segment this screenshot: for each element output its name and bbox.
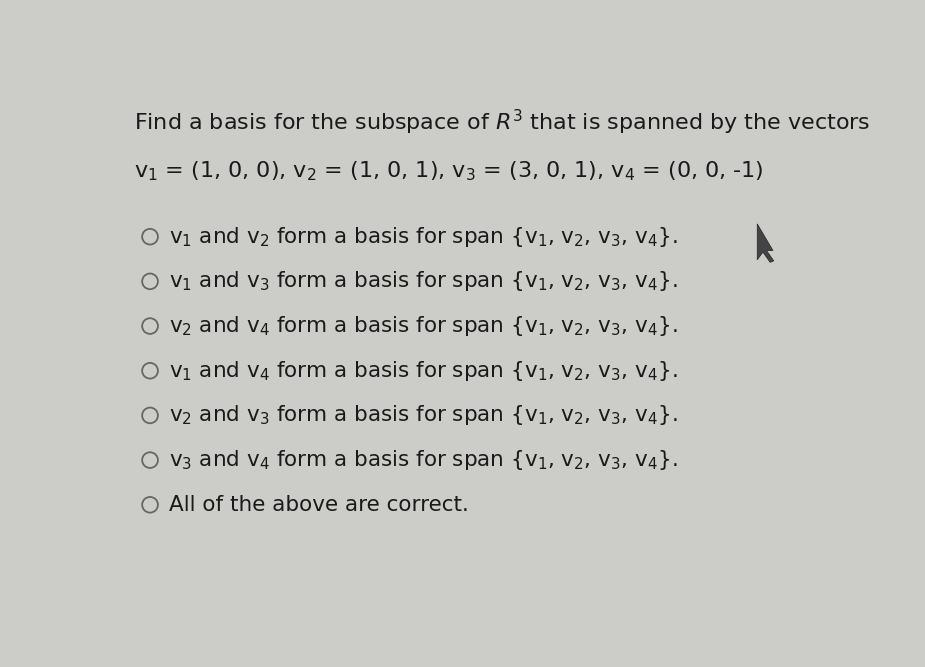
Text: v$_1$ = (1, 0, 0), v$_2$ = (1, 0, 1), v$_3$ = (3, 0, 1), v$_4$ = (0, 0, -1): v$_1$ = (1, 0, 0), v$_2$ = (1, 0, 1), v$… [133,159,763,183]
Text: All of the above are correct.: All of the above are correct. [169,495,469,515]
Text: v$_2$ and v$_3$ form a basis for span {v$_1$, v$_2$, v$_3$, v$_4$}.: v$_2$ and v$_3$ form a basis for span {v… [169,404,678,428]
Text: v$_1$ and v$_4$ form a basis for span {v$_1$, v$_2$, v$_3$, v$_4$}.: v$_1$ and v$_4$ form a basis for span {v… [169,359,678,383]
Polygon shape [758,224,773,262]
Text: Find a basis for the subspace of $R^3$ that is spanned by the vectors: Find a basis for the subspace of $R^3$ t… [133,108,870,137]
Text: v$_2$ and v$_4$ form a basis for span {v$_1$, v$_2$, v$_3$, v$_4$}.: v$_2$ and v$_4$ form a basis for span {v… [169,314,678,338]
Text: v$_1$ and v$_3$ form a basis for span {v$_1$, v$_2$, v$_3$, v$_4$}.: v$_1$ and v$_3$ form a basis for span {v… [169,269,678,293]
Text: v$_1$ and v$_2$ form a basis for span {v$_1$, v$_2$, v$_3$, v$_4$}.: v$_1$ and v$_2$ form a basis for span {v… [169,225,678,249]
Text: v$_3$ and v$_4$ form a basis for span {v$_1$, v$_2$, v$_3$, v$_4$}.: v$_3$ and v$_4$ form a basis for span {v… [169,448,678,472]
